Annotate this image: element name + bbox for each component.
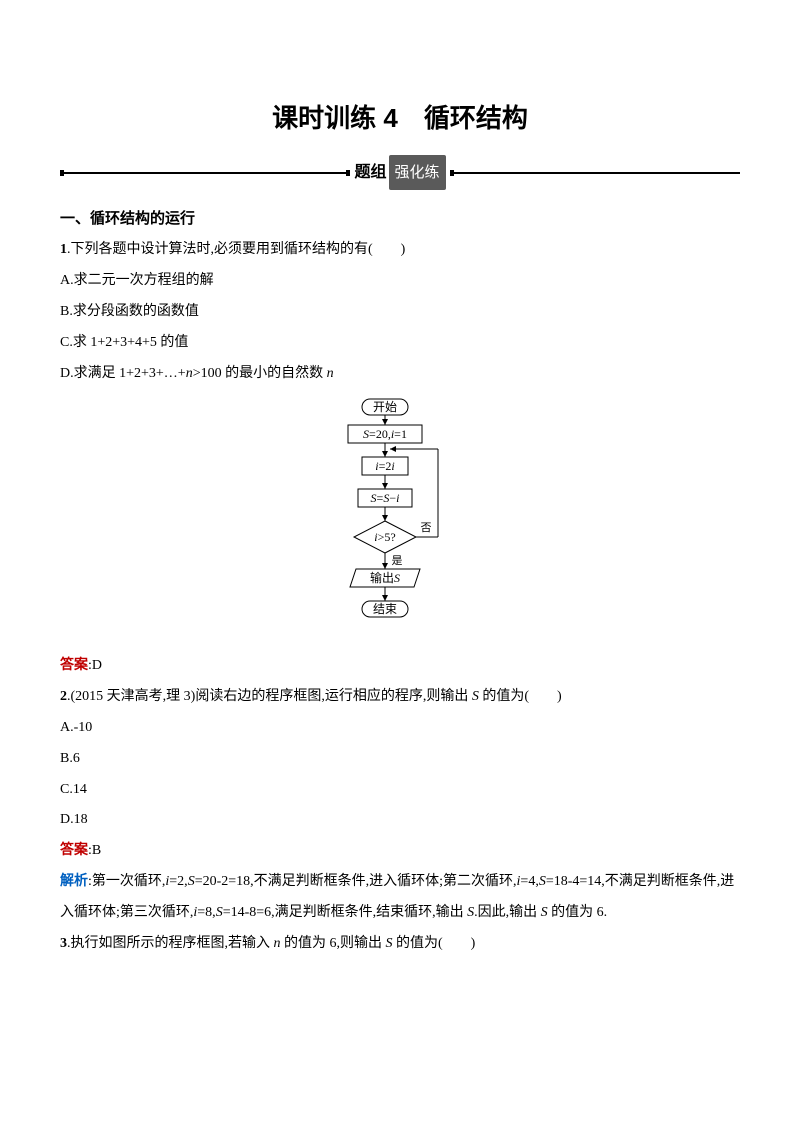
q3-S: S <box>386 936 393 951</box>
q1-optD-post: >100 的最小的自然数 <box>193 366 327 381</box>
q1-optD-n2: n <box>327 366 334 381</box>
ana-1d: =4, <box>520 874 538 889</box>
divider-left <box>60 172 350 174</box>
q2-ans-val: :B <box>88 843 101 858</box>
ana-1h: .因此,输出 <box>474 905 541 920</box>
svg-text:输出S: 输出S <box>370 570 400 585</box>
fc-start: 开始 <box>373 400 397 414</box>
ana-1f: =8, <box>197 905 215 920</box>
q1-optD-pre: D.求满足 1+2+3+…+ <box>60 366 186 381</box>
q1-optC: C.求 1+2+3+4+5 的值 <box>60 328 740 359</box>
subtitle-badge: 强化练 <box>389 155 446 190</box>
section-header: 一、循环结构的运行 <box>60 202 740 235</box>
svg-text:否: 否 <box>421 522 432 534</box>
q1-ans-val: :D <box>88 658 102 673</box>
q3-post: 的值为( ) <box>393 936 476 951</box>
divider-right <box>450 172 740 174</box>
q1-num: 1 <box>60 242 67 257</box>
q2-optC: C.14 <box>60 775 740 806</box>
svg-text:是: 是 <box>392 554 403 567</box>
q2-optB: B.6 <box>60 744 740 775</box>
q3-pre: .执行如图所示的程序框图,若输入 <box>67 936 274 951</box>
answer-label: 答案 <box>60 658 88 673</box>
ana-S3: S <box>216 905 223 920</box>
q1-stem: 1.下列各题中设计算法时,必须要用到循环结构的有( ) <box>60 235 740 266</box>
q3-num: 3 <box>60 936 67 951</box>
q2-text-pre: .(2015 天津高考,理 3)阅读右边的程序框图,运行相应的程序,则输出 <box>67 689 472 704</box>
q1-text: .下列各题中设计算法时,必须要用到循环结构的有( ) <box>67 242 405 257</box>
ana-S5: S <box>541 905 548 920</box>
ana-S1: S <box>188 874 195 889</box>
subtitle-center: 题组 强化练 <box>350 155 449 190</box>
q2-analysis: 解析:第一次循环,i=2,S=20-2=18,不满足判断框条件,进入循环体;第二… <box>60 867 740 929</box>
flowchart-svg: 开始 S=20,i=1 i=2i S=S−i i>5? 否 是 <box>320 397 480 643</box>
ana-1b: =2, <box>169 874 187 889</box>
svg-text:结束: 结束 <box>373 602 397 616</box>
subtitle-prefix: 题组 <box>354 155 386 190</box>
q2-num: 2 <box>60 689 67 704</box>
flowchart-container: 开始 S=20,i=1 i=2i S=S−i i>5? 否 是 <box>60 397 740 643</box>
page-title: 课时训练 4 循环结构 <box>60 90 740 147</box>
ana-S2: S <box>539 874 546 889</box>
q2-S: S <box>472 689 479 704</box>
answer-label-2: 答案 <box>60 843 88 858</box>
q1-optB: B.求分段函数的函数值 <box>60 297 740 328</box>
ana-1g: =14-8=6,满足判断框条件,结束循环,输出 <box>223 905 467 920</box>
q2-optD: D.18 <box>60 805 740 836</box>
q1-optD: D.求满足 1+2+3+…+n>100 的最小的自然数 n <box>60 359 740 390</box>
q1-optA: A.求二元一次方程组的解 <box>60 266 740 297</box>
q2-stem: 2.(2015 天津高考,理 3)阅读右边的程序框图,运行相应的程序,则输出 S… <box>60 682 740 713</box>
svg-text:S=20,i=1: S=20,i=1 <box>363 427 407 441</box>
svg-text:i>5?: i>5? <box>374 530 395 544</box>
q3-n: n <box>274 936 281 951</box>
q3-mid: 的值为 6,则输出 <box>281 936 386 951</box>
q1-optD-n: n <box>186 366 193 381</box>
q3-stem: 3.执行如图所示的程序框图,若输入 n 的值为 6,则输出 S 的值为( ) <box>60 929 740 960</box>
q2-text-post: 的值为( ) <box>479 689 562 704</box>
ana-1a: :第一次循环, <box>88 874 165 889</box>
subtitle-bar: 题组 强化练 <box>60 155 740 190</box>
q1-answer: 答案:D <box>60 651 740 682</box>
ana-1c: =20-2=18,不满足判断框条件,进入循环体;第二次循环, <box>195 874 517 889</box>
ana-1i: 的值为 6. <box>548 905 608 920</box>
analysis-label: 解析 <box>60 874 88 889</box>
q2-optA: A.-10 <box>60 713 740 744</box>
svg-text:S=S−i: S=S−i <box>371 491 400 505</box>
svg-text:i=2i: i=2i <box>375 459 394 473</box>
q2-answer: 答案:B <box>60 836 740 867</box>
